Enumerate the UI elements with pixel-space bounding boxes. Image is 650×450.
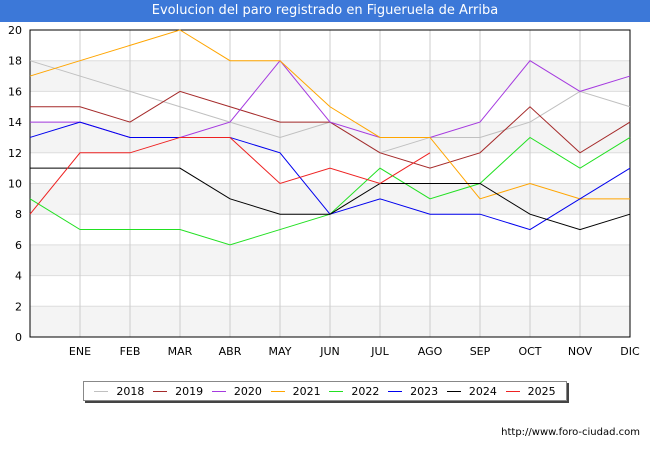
legend-item-2020: 2020	[211, 384, 262, 398]
y-tick-label: 16	[8, 85, 22, 98]
y-tick-label: 0	[15, 331, 22, 344]
legend-swatch	[153, 390, 168, 392]
x-tick-label: SEP	[470, 345, 491, 358]
y-tick-label: 10	[8, 178, 22, 191]
x-tick-label: NOV	[568, 345, 593, 358]
series-line-2024	[30, 167, 631, 231]
legend-swatch	[388, 390, 403, 392]
legend-label: 2021	[292, 384, 321, 398]
x-tick-label: ENE	[69, 345, 91, 358]
x-tick-label: DIC	[620, 345, 640, 358]
series-line-2021	[29, 29, 630, 200]
line-chart: 0 2 4 6 8 10 12 14 16 18 20 ENE FEB MAR ABR MAY JUN JUL AG…	[8, 24, 640, 358]
legend-label: 2019	[175, 384, 204, 398]
x-tick-label: MAR	[168, 345, 193, 358]
legend-label: 2020	[233, 384, 262, 398]
legend-item-2021: 2021	[270, 384, 321, 398]
legend-swatch	[505, 390, 520, 392]
legend-label: 2023	[410, 384, 439, 398]
x-tick-label: FEB	[120, 345, 141, 358]
y-tick-label: 6	[15, 239, 22, 252]
plot-frame	[29, 29, 631, 338]
series-line-2025	[29, 136, 431, 215]
legend-swatch	[270, 390, 285, 392]
y-tick-label: 12	[8, 147, 22, 160]
legend-item-2023: 2023	[388, 385, 438, 398]
y-tick-label: 18	[8, 55, 22, 68]
legend-swatch	[329, 390, 344, 392]
x-tick-label: MAY	[269, 345, 292, 358]
legend-label: 2018	[116, 384, 145, 398]
y-tick-label: 2	[15, 300, 22, 313]
y-tick-label: 8	[15, 208, 22, 221]
y-tick-label: 14	[8, 116, 22, 129]
x-tick-label: JUL	[370, 345, 389, 358]
legend-item-2025: 2025	[505, 384, 556, 398]
legend-swatch	[446, 390, 461, 392]
legend-label: 2024	[468, 384, 497, 398]
y-tick-label: 4	[15, 270, 22, 283]
legend-item-2024: 2024	[446, 384, 497, 398]
y-tick-label: 20	[8, 24, 22, 37]
legend-label: 2022	[351, 384, 380, 398]
legend-swatch	[211, 390, 226, 392]
chart-legend: 2018 2019 2020 2021 2022 2023 2024 2025	[83, 381, 567, 401]
chart-title: Evolucion del paro registrado en Figueru…	[0, 0, 650, 22]
source-url: http://www.foro-ciudad.com	[501, 427, 640, 438]
x-tick-label: OCT	[518, 345, 541, 358]
legend-item-2022: 2022	[329, 385, 379, 398]
legend-swatch	[94, 390, 109, 392]
legend-item-2019: 2019	[153, 385, 203, 398]
legend-label: 2025	[527, 384, 556, 398]
x-tick-label: ABR	[219, 345, 242, 358]
legend-item-2018: 2018	[94, 385, 144, 398]
x-tick-label: JUN	[319, 345, 340, 358]
x-tick-label: AGO	[418, 345, 443, 358]
